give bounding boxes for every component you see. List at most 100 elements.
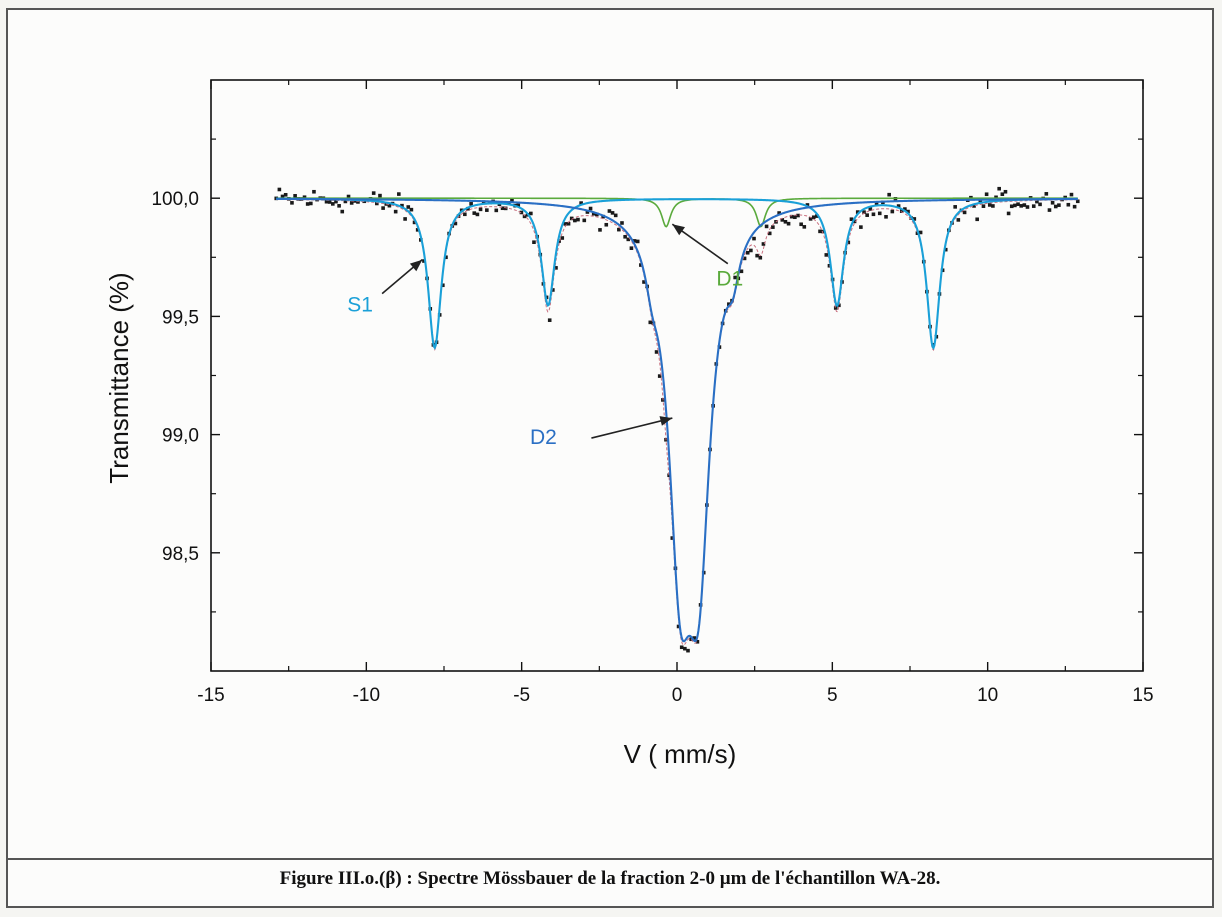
data-point bbox=[818, 229, 822, 234]
data-point bbox=[510, 198, 514, 203]
data-point bbox=[305, 202, 310, 206]
data-point bbox=[1069, 192, 1074, 197]
data-point bbox=[824, 253, 829, 257]
data-point bbox=[403, 217, 407, 221]
data-point bbox=[761, 242, 766, 246]
data-point bbox=[582, 218, 587, 223]
data-point bbox=[811, 215, 816, 220]
x-tick-label: 5 bbox=[827, 685, 838, 706]
data-point bbox=[1075, 199, 1080, 204]
data-point bbox=[607, 209, 612, 213]
data-point bbox=[884, 215, 888, 219]
data-point bbox=[890, 209, 895, 214]
x-axis-title: V ( mm/s) bbox=[624, 739, 737, 769]
annotation-arrow-line bbox=[591, 417, 673, 439]
data-point bbox=[972, 204, 976, 208]
data-point bbox=[409, 207, 414, 212]
data-point bbox=[356, 200, 360, 204]
data-point bbox=[302, 195, 307, 200]
data-point bbox=[855, 210, 860, 214]
series-d2 bbox=[276, 197, 1078, 643]
data-point bbox=[551, 288, 555, 292]
data-point bbox=[400, 203, 404, 208]
data-point bbox=[522, 214, 527, 219]
data-point bbox=[1044, 192, 1049, 196]
annotations: S1 D1 D2 bbox=[347, 223, 743, 449]
annotation-label-d2: D2 bbox=[530, 426, 557, 449]
x-tick-label: -15 bbox=[197, 685, 224, 706]
data-point bbox=[478, 207, 483, 212]
data-point bbox=[340, 209, 345, 214]
data-point bbox=[1025, 205, 1030, 209]
data-point bbox=[808, 217, 813, 221]
data-point bbox=[943, 247, 948, 252]
data-point bbox=[815, 214, 819, 218]
x-tick-label: 15 bbox=[1132, 685, 1153, 706]
data-point bbox=[1013, 203, 1017, 208]
y-axis-title: Transmittance (%) bbox=[104, 272, 134, 483]
annotation-label-d1: D1 bbox=[716, 268, 743, 291]
data-point bbox=[566, 221, 571, 226]
data-point bbox=[956, 218, 961, 222]
data-point bbox=[595, 212, 599, 217]
data-point bbox=[312, 189, 316, 194]
data-point bbox=[764, 224, 769, 229]
series-envelope bbox=[276, 198, 1078, 646]
data-point bbox=[676, 624, 681, 629]
data-point bbox=[987, 203, 992, 207]
data-point bbox=[906, 209, 910, 214]
data-point bbox=[569, 216, 574, 221]
data-point bbox=[648, 320, 653, 325]
caption-divider bbox=[6, 858, 1214, 860]
data-point bbox=[727, 302, 731, 306]
data-point bbox=[962, 210, 967, 215]
data-point bbox=[849, 217, 854, 222]
data-point bbox=[331, 202, 335, 206]
series-s1 bbox=[276, 197, 1078, 351]
data-point bbox=[984, 192, 989, 197]
data-point bbox=[745, 250, 750, 255]
data-point bbox=[868, 207, 873, 211]
data-point bbox=[441, 283, 445, 288]
data-point bbox=[283, 192, 288, 197]
data-point bbox=[485, 208, 489, 212]
data-point bbox=[833, 306, 838, 310]
data-point bbox=[1053, 204, 1058, 209]
data-point bbox=[598, 228, 602, 232]
data-point bbox=[346, 194, 351, 199]
data-point bbox=[912, 217, 917, 221]
data-point bbox=[975, 217, 979, 222]
data-point bbox=[1009, 204, 1014, 209]
data-point bbox=[739, 269, 744, 274]
data-point bbox=[626, 237, 631, 242]
y-tick-label: 99,0 bbox=[162, 426, 199, 447]
data-point bbox=[632, 239, 637, 243]
data-point bbox=[573, 218, 577, 223]
data-point bbox=[1006, 211, 1011, 216]
data-point bbox=[799, 222, 803, 227]
data-point bbox=[623, 234, 627, 239]
data-point bbox=[846, 240, 851, 245]
data-point bbox=[796, 213, 800, 218]
data-point bbox=[683, 646, 687, 651]
data-point bbox=[695, 639, 700, 644]
data-point bbox=[1022, 203, 1027, 207]
data-point bbox=[1019, 204, 1023, 208]
data-point bbox=[560, 236, 565, 240]
data-point bbox=[780, 218, 785, 222]
data-point bbox=[613, 213, 618, 218]
data-point bbox=[657, 374, 662, 378]
data-point bbox=[337, 204, 341, 208]
data-point bbox=[997, 186, 1001, 191]
data-point bbox=[393, 209, 398, 214]
data-point bbox=[758, 255, 763, 260]
data-point bbox=[749, 248, 753, 253]
data-point bbox=[585, 210, 590, 214]
data-point bbox=[639, 263, 643, 267]
data-point bbox=[554, 266, 558, 270]
data-point bbox=[456, 214, 461, 218]
data-point bbox=[767, 231, 772, 236]
data-point bbox=[334, 199, 338, 204]
figure-frame bbox=[6, 8, 1214, 908]
data-point bbox=[529, 211, 533, 216]
